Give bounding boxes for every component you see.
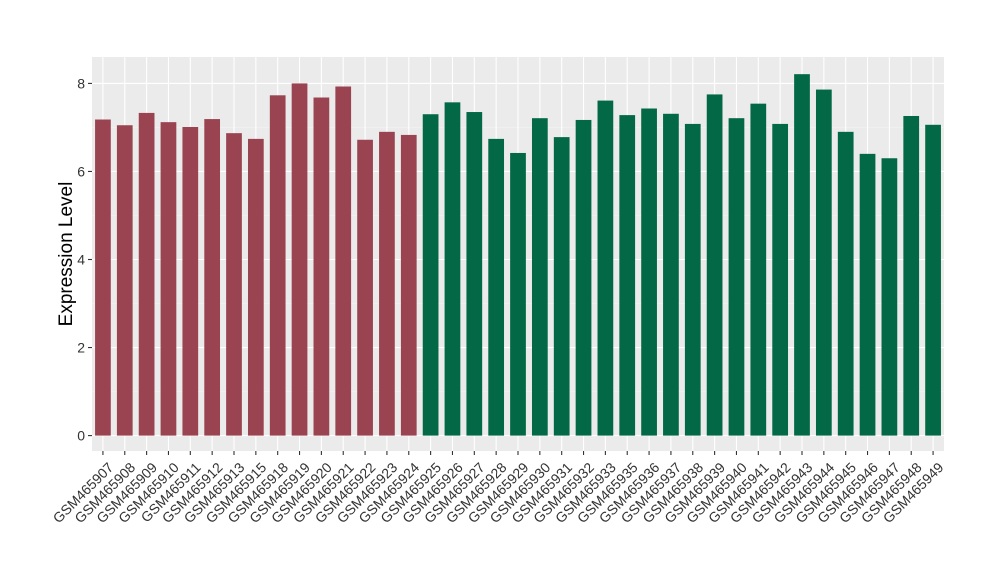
bar-GSM465922	[357, 139, 373, 436]
bar-GSM465910	[160, 122, 177, 436]
bar-GSM465927	[466, 112, 483, 436]
bar-GSM465909	[138, 112, 155, 436]
bar-GSM465941	[750, 103, 767, 436]
bar-GSM465930	[531, 118, 548, 436]
bar-GSM465925	[422, 114, 439, 436]
bar-GSM465926	[444, 102, 461, 436]
y-tick-label: 6	[77, 163, 85, 179]
bar-GSM465908	[116, 125, 133, 436]
bar-GSM465924	[400, 134, 417, 436]
bar-GSM465932	[575, 119, 592, 436]
bar-GSM465948	[903, 115, 920, 436]
bar-GSM465943	[794, 74, 810, 436]
bar-GSM465945	[837, 131, 854, 436]
bar-GSM465936	[641, 108, 657, 436]
bar-GSM465949	[925, 124, 941, 436]
x-axis: GSM465907GSM465908GSM465909GSM465910GSM4…	[50, 451, 947, 526]
bar-GSM465931	[553, 137, 570, 436]
bar-GSM465918	[269, 95, 286, 436]
bar-GSM465923	[379, 131, 395, 436]
y-tick-label: 8	[77, 75, 85, 91]
y-tick-label: 0	[77, 428, 85, 444]
bar-GSM465928	[488, 138, 505, 436]
bar-GSM465920	[313, 97, 330, 436]
bar-GSM465947	[881, 158, 898, 436]
bar-GSM465921	[335, 86, 352, 436]
bars	[95, 74, 941, 436]
bar-GSM465915	[247, 138, 264, 436]
bar-GSM465933	[597, 100, 614, 436]
bar-GSM465912	[204, 119, 221, 436]
bar-GSM465946	[859, 153, 876, 436]
bar-GSM465935	[619, 115, 636, 436]
bar-GSM465911	[182, 126, 199, 436]
bar-GSM465907	[95, 119, 111, 436]
y-axis: 0 2 4 6 8	[77, 75, 92, 444]
y-axis-title: Expression Level	[56, 182, 77, 327]
bar-GSM465942	[772, 123, 789, 436]
bar-GSM465919	[291, 83, 308, 436]
bar-GSM465929	[510, 152, 526, 436]
y-tick-label: 4	[77, 252, 85, 268]
bar-GSM465938	[684, 123, 701, 436]
bar-GSM465940	[728, 118, 745, 436]
y-tick-label: 2	[77, 340, 85, 356]
bar-GSM465913	[226, 133, 242, 436]
bar-GSM465937	[663, 113, 679, 436]
bar-GSM465939	[706, 94, 723, 436]
bar-GSM465944	[815, 89, 832, 436]
